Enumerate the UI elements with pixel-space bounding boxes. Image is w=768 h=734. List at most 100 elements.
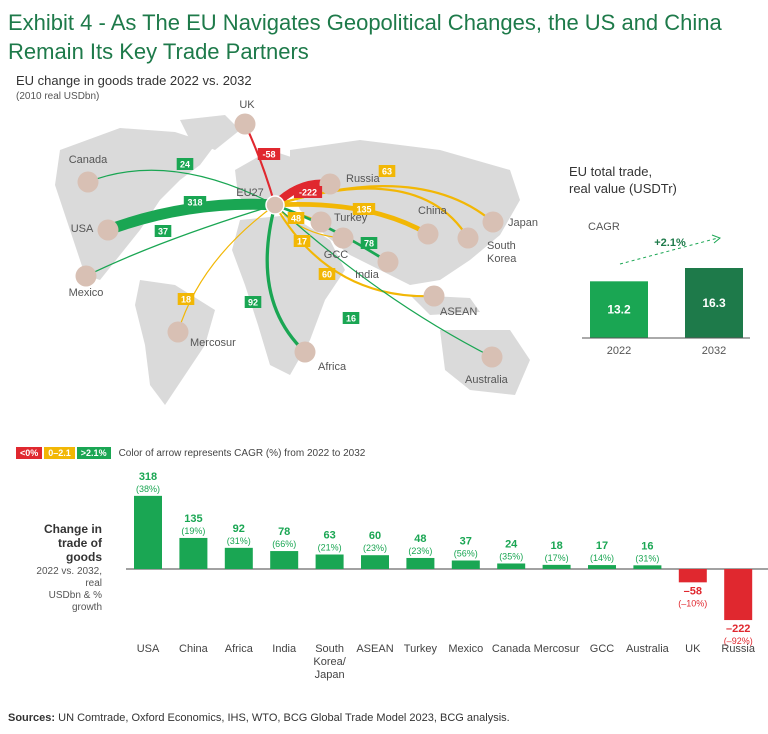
- sources-text: UN Comtrade, Oxford Economics, IHS, WTO,…: [55, 712, 510, 724]
- cagr-trend-arrow: [619, 237, 719, 265]
- trade-partner-nodes: [75, 113, 504, 368]
- bar-value-australia: 16: [641, 540, 653, 552]
- flow-value-japan: 63: [382, 167, 392, 177]
- bar-growth-turkey: (23%): [408, 546, 432, 556]
- category-label-canada: Canada: [492, 643, 531, 655]
- flow-arrow-asean: [273, 203, 436, 298]
- node-label-africa: Africa: [318, 361, 347, 373]
- bar-south-korea-japan: [315, 554, 344, 569]
- flow-arrow-canada: [87, 169, 276, 206]
- flow-value-usa: 318: [187, 198, 202, 208]
- node-label-turkey: Turkey: [334, 212, 368, 224]
- flow-arrow-usa: [102, 198, 281, 236]
- total-bar-year-2032: 2032: [702, 345, 726, 357]
- sources-note: Sources: UN Comtrade, Oxford Economics, …: [8, 712, 510, 724]
- total-trade-title: EU total trade, real value (USDTr): [569, 163, 677, 197]
- ylabel-sub-1: 2022 vs. 2032, real: [36, 566, 102, 589]
- flow-value-mercosur: 18: [181, 295, 191, 305]
- node-india: [377, 251, 399, 273]
- node-russia: [319, 173, 341, 195]
- trade-flow-value-labels: -58 24 318 37 18 92 -222 48 17 78 135 63 60 16: [154, 148, 396, 324]
- bar-mexico: [451, 560, 480, 569]
- bar-growth-china: (19%): [181, 526, 205, 536]
- node-mexico: [75, 265, 97, 287]
- flow-value-asean: 60: [322, 270, 332, 280]
- map-subtitle: EU change in goods trade 2022 vs. 2032: [16, 73, 252, 88]
- flow-arrow-mercosur: [177, 204, 276, 333]
- bar-value-turkey: 48: [414, 533, 426, 545]
- bar-growth-asean: (23%): [363, 543, 387, 553]
- flow-value-box-usa: [183, 196, 207, 208]
- category-label-india: India: [272, 643, 297, 655]
- node-gcc: [332, 227, 354, 249]
- bar-value-china: 135: [184, 513, 202, 525]
- bar-growth-mercosur: (17%): [545, 553, 569, 563]
- category-label-south-korea-japan: South Korea/Japan: [313, 643, 346, 681]
- node-label-canada: Canada: [69, 154, 108, 166]
- flow-value-box-turkey: [287, 212, 305, 224]
- flow-value-africa: 92: [248, 298, 258, 308]
- legend-swatch-mid: 0–2.1: [44, 447, 75, 459]
- bar-usa: [134, 495, 162, 569]
- cagr-arrow-head: [711, 234, 721, 244]
- bar-growth-south-korea-japan: (21%): [318, 543, 342, 553]
- flow-value-mexico: 37: [158, 227, 168, 237]
- bar-value-usa: 318: [139, 471, 157, 483]
- legend-swatch-high: >2.1%: [76, 447, 111, 459]
- node-label-japan: Japan: [508, 217, 538, 229]
- bar-value-asean: 60: [369, 530, 381, 542]
- total-trade-title-line1: EU total trade,: [569, 164, 653, 179]
- ylabel-sub-2: USDbn & % growth: [48, 590, 102, 613]
- flow-value-canada: 24: [180, 160, 190, 170]
- bar-value-gcc: 17: [596, 540, 608, 552]
- bar-india: [270, 551, 299, 569]
- total-bar-2032: [685, 268, 743, 338]
- flow-value-box-mercosur: [177, 293, 195, 305]
- bar-turkey: [406, 557, 435, 569]
- total-bar-year-2022: 2022: [607, 345, 631, 357]
- trade-flow-map: -58 24 318 37 18 92 -222 48 17 78 135 63 60 16 UK Cana…: [55, 100, 538, 405]
- flow-value-box-canada: [176, 158, 194, 170]
- node-label-uk: UK: [239, 100, 255, 111]
- node-label-eu27: EU27: [236, 187, 264, 199]
- node-china: [417, 223, 439, 245]
- bar-growth-uk: (–10%): [678, 598, 707, 608]
- bar-growth-gcc: (14%): [590, 553, 614, 563]
- cagr-legend: <0% 0–2.1 >2.1% Color of arrow represent…: [16, 447, 365, 459]
- bar-growth-india: (66%): [272, 539, 296, 549]
- node-label-gcc: GCC: [324, 249, 349, 261]
- flow-arrow-india: [273, 203, 390, 264]
- flow-value-box-asean: [318, 268, 336, 280]
- bar-growth-usa: (38%): [136, 484, 160, 494]
- flow-value-box-japan: [378, 165, 396, 177]
- flow-arrow-australia: [274, 204, 493, 358]
- flow-value-china: 135: [356, 205, 371, 215]
- node-label-china: China: [418, 205, 448, 217]
- legend-text: Color of arrow represents CAGR (%) from …: [118, 447, 366, 459]
- total-trade-title-line2: real value (USDTr): [569, 181, 677, 196]
- bar-china: [179, 537, 208, 569]
- node-label-asean: ASEAN: [440, 306, 477, 318]
- flow-value-box-russia: [293, 186, 323, 198]
- bar-gcc: [588, 565, 616, 569]
- bar-canada: [497, 563, 526, 569]
- flow-value-russia: -222: [299, 188, 317, 198]
- bar-value-india: 78: [278, 526, 290, 538]
- node-canada: [77, 171, 99, 193]
- flow-arrow-africa: [265, 203, 307, 354]
- category-label-russia: Russia: [721, 643, 756, 655]
- sources-label: Sources:: [8, 712, 56, 724]
- node-africa: [294, 341, 316, 363]
- node-asean: [423, 285, 445, 307]
- category-label-uk: UK: [685, 643, 701, 655]
- bar-africa: [224, 547, 253, 569]
- trade-change-bar-chart: 318(38%)USA135(19%)China92(31%)Africa78(…: [126, 471, 768, 681]
- node-label-mexico: Mexico: [69, 287, 104, 299]
- cagr-label: CAGR: [588, 221, 620, 233]
- cagr-value: +2.1%: [654, 237, 686, 249]
- node-label-mercosur: Mercosur: [190, 337, 236, 349]
- node-label-russia: Russia: [346, 173, 381, 185]
- bar-growth-russia: (–92%): [724, 636, 753, 646]
- flow-value-box-india: [360, 237, 378, 249]
- category-label-africa: Africa: [225, 643, 254, 655]
